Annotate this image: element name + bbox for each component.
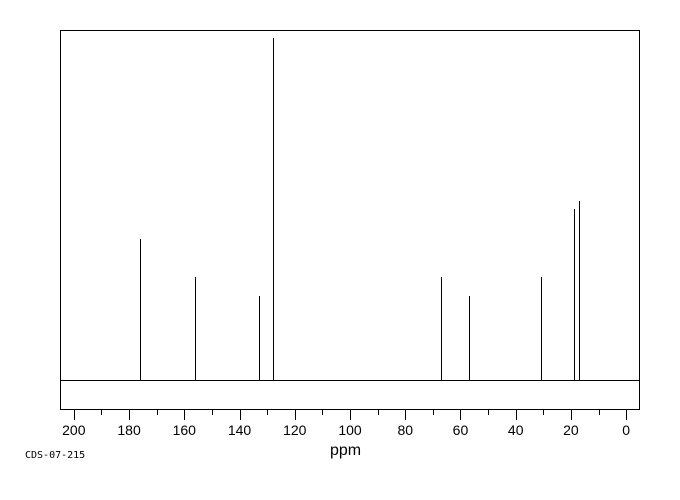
peak xyxy=(273,38,274,380)
peak xyxy=(140,239,141,380)
x-tick xyxy=(516,410,517,420)
x-tick-label: 100 xyxy=(338,422,361,438)
x-tick xyxy=(101,410,102,415)
x-tick xyxy=(626,410,627,420)
x-tick xyxy=(240,410,241,420)
x-tick-label: 60 xyxy=(453,422,469,438)
x-tick-label: 80 xyxy=(397,422,413,438)
x-tick-label: 200 xyxy=(62,422,85,438)
x-tick-label: 0 xyxy=(622,422,630,438)
x-tick xyxy=(184,410,185,420)
x-tick xyxy=(350,410,351,420)
x-tick xyxy=(405,410,406,420)
peak xyxy=(441,277,442,380)
x-tick xyxy=(322,410,323,415)
x-axis-label: ppm xyxy=(330,442,361,460)
x-tick-label: 40 xyxy=(508,422,524,438)
x-tick xyxy=(433,410,434,415)
x-tick xyxy=(543,410,544,415)
baseline xyxy=(60,380,640,381)
x-tick-label: 20 xyxy=(563,422,579,438)
x-tick xyxy=(267,410,268,415)
peak xyxy=(469,296,470,380)
x-tick xyxy=(460,410,461,420)
x-tick xyxy=(488,410,489,415)
x-tick-label: 120 xyxy=(283,422,306,438)
x-tick xyxy=(212,410,213,415)
plot-area xyxy=(60,30,640,410)
x-tick-label: 160 xyxy=(173,422,196,438)
chart-container: ppm CDS-07-215 2001801601401201008060402… xyxy=(0,0,680,500)
peak xyxy=(541,277,542,380)
x-tick xyxy=(378,410,379,415)
x-tick xyxy=(157,410,158,415)
x-tick-label: 140 xyxy=(228,422,251,438)
x-tick xyxy=(129,410,130,420)
peak xyxy=(259,296,260,380)
x-tick xyxy=(74,410,75,420)
peak xyxy=(579,201,580,380)
peak xyxy=(574,209,575,380)
peak xyxy=(195,277,196,380)
x-tick xyxy=(571,410,572,420)
footer-label: CDS-07-215 xyxy=(25,450,85,461)
x-tick-label: 180 xyxy=(117,422,140,438)
x-tick xyxy=(599,410,600,415)
x-tick xyxy=(295,410,296,420)
